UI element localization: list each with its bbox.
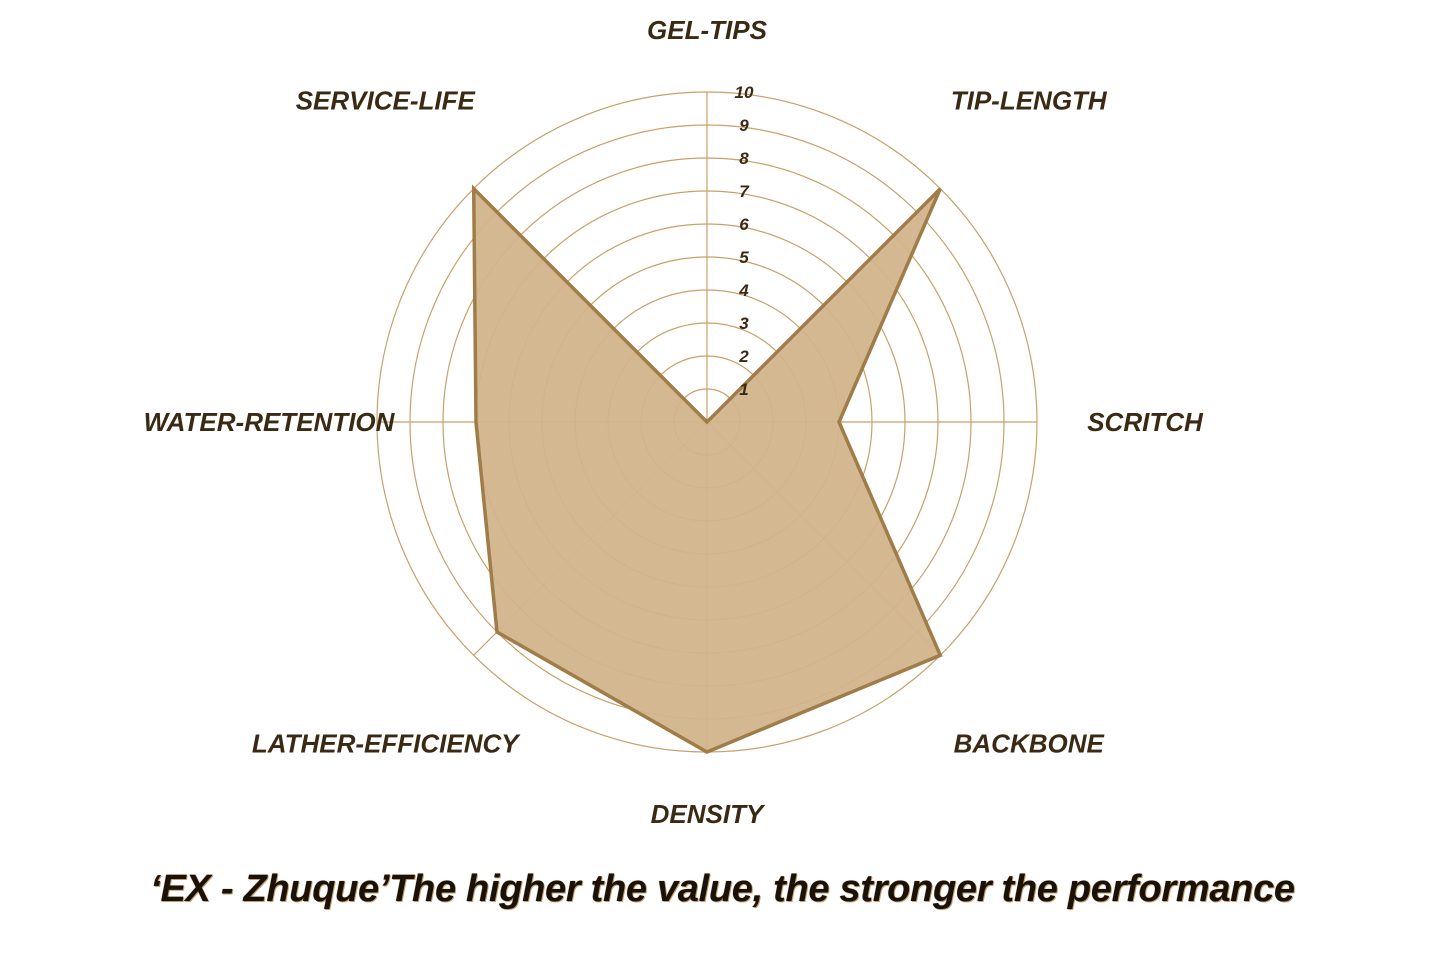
tick-label: 4 bbox=[738, 281, 749, 300]
axis-label-tip-length: TIP-LENGTH bbox=[951, 85, 1108, 115]
tick-label: 7 bbox=[739, 182, 750, 201]
axis-label-scritch: SCRITCH bbox=[1087, 407, 1204, 437]
axis-label-water-retention: WATER-RETENTION bbox=[144, 407, 396, 437]
tick-label: 6 bbox=[739, 215, 749, 234]
tick-label: 8 bbox=[739, 149, 749, 168]
axis-label-gel-tips: GEL-TIPS bbox=[647, 15, 768, 45]
axis-label-density: DENSITY bbox=[651, 799, 766, 829]
axis-labels: GEL-TIPS TIP-LENGTH SCRITCH BACKBONE DENSITY… bbox=[144, 15, 1204, 829]
chart-caption: ‘EX - Zhuque’The higher the value, the s… bbox=[150, 868, 1295, 910]
tick-label: 3 bbox=[739, 314, 749, 333]
tick-label: 1 bbox=[739, 380, 748, 399]
tick-label: 5 bbox=[739, 248, 749, 267]
tick-label: 9 bbox=[739, 116, 749, 135]
tick-label: 10 bbox=[735, 83, 754, 102]
axis-label-service-life: SERVICE-LIFE bbox=[296, 85, 476, 115]
axis-label-backbone: BACKBONE bbox=[954, 729, 1105, 759]
axis-label-lather-efficiency: LATHER-EFFICIENCY bbox=[252, 729, 521, 759]
tick-labels: 1 2 3 4 5 6 7 8 9 10 bbox=[735, 83, 754, 399]
series-layer bbox=[471, 184, 943, 754]
tick-label: 2 bbox=[738, 347, 749, 366]
